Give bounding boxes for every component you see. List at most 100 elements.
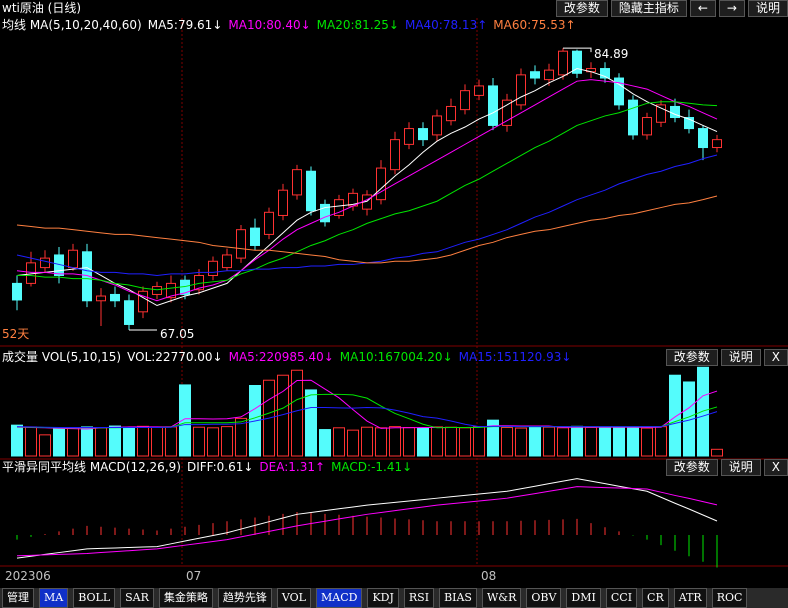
- candle-body: [138, 290, 148, 313]
- tab[interactable]: MACD: [315, 588, 363, 608]
- candle-body: [572, 50, 582, 74]
- x-tick-label: 202306: [5, 569, 51, 583]
- volume-bar: [543, 426, 555, 457]
- volume-bar: [697, 366, 709, 457]
- volume-bar: [221, 426, 233, 457]
- candle-body: [222, 254, 232, 269]
- button[interactable]: 说明: [720, 349, 761, 366]
- tab[interactable]: KDJ: [367, 588, 399, 608]
- top-buttons: 改参数 隐藏主指标 ← → 说明: [555, 0, 788, 17]
- tab[interactable]: MA: [39, 588, 69, 608]
- volume-bar: [445, 426, 457, 457]
- button[interactable]: 说明: [720, 459, 761, 476]
- candle-body: [124, 300, 134, 325]
- volume-bar: [109, 425, 121, 457]
- volume-bar: [585, 427, 597, 457]
- candle-body: [250, 227, 260, 246]
- tab[interactable]: DMI: [566, 588, 601, 608]
- button[interactable]: ←: [689, 0, 716, 17]
- tab[interactable]: CR: [642, 588, 669, 608]
- volume-bar: [95, 427, 107, 457]
- candle-body: [446, 105, 456, 122]
- volume-bar: [669, 374, 681, 457]
- title-bar: wti原油 (日线): [2, 0, 81, 16]
- tab[interactable]: 趋势先锋: [217, 588, 272, 608]
- panel-buttons: 改参数 说明 X: [665, 349, 788, 366]
- volume-bar: [515, 427, 527, 457]
- tab[interactable]: W&R: [481, 588, 522, 608]
- legend-title: 成交量 VOL(5,10,15): [2, 350, 122, 364]
- volume-bar: [179, 384, 191, 457]
- candle-body: [68, 249, 78, 269]
- volume-bar: [207, 427, 219, 457]
- tab[interactable]: BIAS: [439, 588, 477, 608]
- tab[interactable]: ROC: [711, 588, 748, 608]
- volume-bar: [431, 426, 443, 457]
- ma-line: [16, 407, 718, 429]
- volume-bar: [375, 427, 387, 457]
- tab[interactable]: RSI: [403, 588, 435, 608]
- high-label: 84.89: [594, 47, 628, 61]
- volume-bar: [67, 427, 79, 457]
- candle-body: [236, 229, 246, 259]
- button[interactable]: 改参数: [555, 0, 608, 17]
- volume-bar: [333, 427, 345, 457]
- candle-body: [404, 128, 414, 145]
- candle-body: [166, 282, 176, 299]
- legend-entry: MA5:79.61↓: [147, 18, 223, 32]
- candle-body: [390, 139, 400, 171]
- tab[interactable]: OBV: [526, 588, 562, 608]
- candle-body: [684, 117, 694, 130]
- button[interactable]: X: [763, 459, 788, 476]
- candle-body: [264, 211, 274, 235]
- candle-body: [488, 85, 498, 126]
- ma-line: [16, 379, 718, 430]
- volume-bar: [613, 427, 625, 457]
- ma-line: [16, 393, 718, 429]
- volume-bar: [627, 426, 639, 457]
- button[interactable]: 改参数: [665, 459, 718, 476]
- legend-entry: MA20:81.25↓: [316, 18, 399, 32]
- volume-bar: [655, 426, 667, 457]
- button[interactable]: X: [763, 349, 788, 366]
- tab[interactable]: ATR: [673, 588, 707, 608]
- ma-line: [16, 478, 718, 559]
- legend-entry: MA15:151120.93↓: [458, 350, 572, 364]
- tab[interactable]: BOLL: [73, 588, 116, 608]
- candle-body: [656, 104, 666, 123]
- tab[interactable]: CCI: [605, 588, 638, 608]
- volume-bar: [11, 424, 23, 457]
- legend: 平滑异同平均线 MACD(12,26,9) DIFF:0.61↓ DEA:1.31↑…: [2, 459, 412, 475]
- button[interactable]: 改参数: [665, 349, 718, 366]
- panel-buttons: 改参数 说明 X: [665, 459, 788, 476]
- candle-body: [530, 71, 540, 79]
- volume-bar: [137, 425, 149, 457]
- legend-entry: MACD:-1.41↓: [331, 460, 413, 474]
- button[interactable]: →: [718, 0, 745, 17]
- candle-body: [544, 69, 554, 81]
- annotation-line: [563, 47, 592, 53]
- candle-body: [614, 77, 624, 106]
- candle-body: [600, 68, 610, 79]
- tab[interactable]: 管理: [2, 588, 34, 608]
- candle-body: [320, 203, 330, 223]
- volume-bar: [305, 389, 317, 457]
- tab[interactable]: 集金策略: [158, 588, 213, 608]
- volume-bar: [39, 434, 51, 457]
- candle-body: [208, 260, 218, 276]
- candle-body: [110, 293, 120, 302]
- legend-entry: MA40:78.13↑: [404, 18, 488, 32]
- period-label: 52天: [2, 327, 29, 341]
- button[interactable]: 说明: [747, 0, 788, 17]
- volume-bar: [165, 426, 177, 457]
- tab[interactable]: VOL: [276, 588, 311, 608]
- volume-bar: [557, 427, 569, 457]
- volume-bar: [417, 427, 429, 457]
- tab[interactable]: SAR: [120, 588, 154, 608]
- button[interactable]: 隐藏主指标: [610, 0, 687, 17]
- volume-bar: [193, 426, 205, 457]
- volume-bar: [123, 426, 135, 457]
- x-tick-label: 08: [481, 569, 496, 583]
- candle-body: [474, 85, 484, 96]
